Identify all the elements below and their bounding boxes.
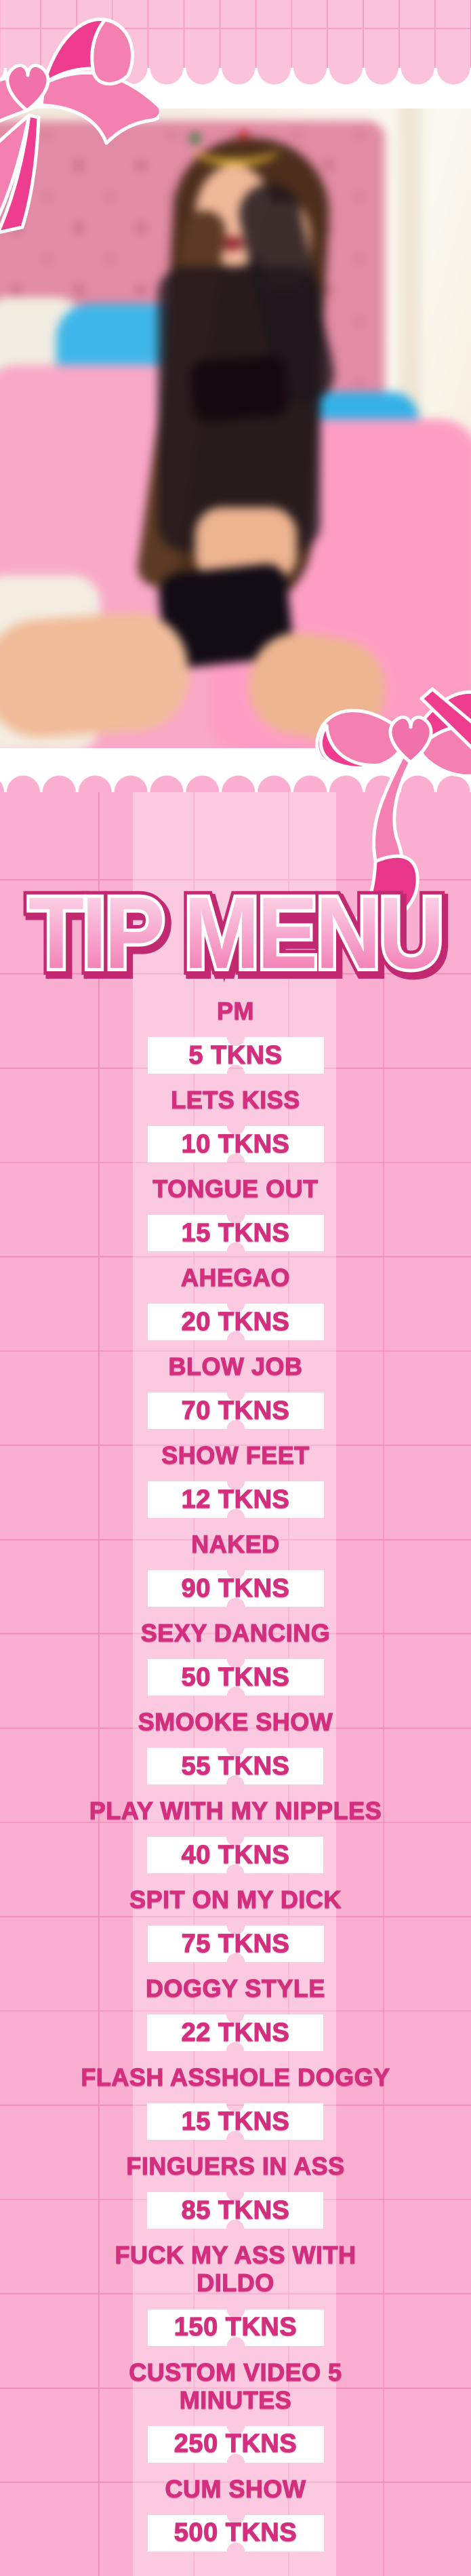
tip-menu-list: PM 5 TKNS LETS KISS 10 TKNS TONGUE OUT 15 TKN… xyxy=(0,996,471,2552)
tip-menu-row: SHOW FEET 12 TKNS xyxy=(147,1441,324,1519)
tip-menu-row: TONGUE OUT 15 TKNS xyxy=(147,1174,324,1252)
price-tag: 90 TKNS xyxy=(147,1570,324,1607)
tip-item-label: SEXY DANCING xyxy=(140,1619,331,1647)
price-tag: 20 TKNS xyxy=(147,1304,324,1341)
tip-menu-row: LETS KISS 10 TKNS xyxy=(147,1085,324,1163)
tip-item-label: FINGUERS IN ASS xyxy=(126,2152,345,2181)
price-label: 150 TKNS xyxy=(173,2312,298,2341)
title-shadow: TIP MENU xyxy=(31,879,445,986)
tip-item-label: AHEGAO xyxy=(180,1263,290,1292)
price-tag: 75 TKNS xyxy=(147,1926,324,1963)
price-tag: 15 TKNS xyxy=(147,2103,324,2141)
tip-item-label: SHOW FEET xyxy=(161,1441,310,1470)
price-label: 500 TKNS xyxy=(173,2518,298,2548)
model-photo xyxy=(0,109,471,748)
tip-menu-row: CUM SHOW 500 TKNS xyxy=(147,2474,324,2552)
tip-menu-row: FLASH ASSHOLE DOGGY 15 TKNS xyxy=(81,2063,390,2141)
tip-item-label: FUCK MY ASS WITH DILDO xyxy=(115,2241,356,2297)
tip-menu-row: SMOOKE SHOW 55 TKNS xyxy=(138,1708,333,1785)
menu-scallop-edge xyxy=(0,775,471,792)
tip-menu-row: PM 5 TKNS xyxy=(147,996,324,1074)
tip-menu-row: SPIT ON MY DICK 75 TKNS xyxy=(129,1886,342,1963)
price-label: 5 TKNS xyxy=(188,1040,283,1070)
price-tag: 5 TKNS xyxy=(147,1037,324,1074)
price-tag: 40 TKNS xyxy=(147,1837,324,1874)
price-label: 50 TKNS xyxy=(181,1662,290,1692)
price-label: 250 TKNS xyxy=(173,2429,298,2459)
top-grid-band xyxy=(0,0,471,68)
price-tag: 500 TKNS xyxy=(147,2514,324,2552)
model-photo-scene xyxy=(0,109,471,748)
tip-menu-row: FUCK MY ASS WITH DILDO 150 TKNS xyxy=(73,2241,398,2346)
price-label: 70 TKNS xyxy=(181,1396,290,1425)
tip-item-label: SMOOKE SHOW xyxy=(138,1708,333,1736)
price-tag: 70 TKNS xyxy=(147,1392,324,1430)
tip-item-label: NAKED xyxy=(191,1530,280,1559)
price-label: 15 TKNS xyxy=(181,1218,290,1247)
price-tag: 50 TKNS xyxy=(147,1659,324,1696)
price-label: 90 TKNS xyxy=(181,1574,290,1603)
tip-menu-row: FINGUERS IN ASS 85 TKNS xyxy=(126,2152,345,2229)
tip-menu-row: CUSTOM VIDEO 5 MINUTES 250 TKNS xyxy=(73,2358,398,2463)
price-tag: 12 TKNS xyxy=(147,1481,324,1519)
tip-item-label: PLAY WITH MY NIPPLES xyxy=(89,1797,382,1825)
price-tag: 10 TKNS xyxy=(147,1126,324,1163)
price-tag: 55 TKNS xyxy=(147,1748,324,1785)
price-label: 55 TKNS xyxy=(181,1751,290,1780)
price-tag: 22 TKNS xyxy=(147,2014,324,2052)
tip-item-label: FLASH ASSHOLE DOGGY xyxy=(81,2063,390,2092)
page-title: TIP MENU TIP MENU TIP MENU xyxy=(17,879,454,986)
price-label: 15 TKNS xyxy=(181,2107,290,2136)
tip-item-label: LETS KISS xyxy=(171,1085,300,1114)
tip-item-label: TONGUE OUT xyxy=(152,1174,319,1203)
top-scallop-edge xyxy=(0,68,471,85)
price-label: 20 TKNS xyxy=(181,1307,290,1336)
tip-item-label: BLOW JOB xyxy=(168,1352,303,1381)
title-text: TIP MENU xyxy=(28,879,442,986)
tip-menu-row: SEXY DANCING 50 TKNS xyxy=(140,1619,331,1696)
price-label: 85 TKNS xyxy=(181,2196,290,2225)
price-label: 75 TKNS xyxy=(181,1929,290,1958)
title-outline: TIP MENU xyxy=(28,879,442,986)
price-label: 10 TKNS xyxy=(181,1129,290,1158)
price-tag: 15 TKNS xyxy=(147,1215,324,1252)
price-label: 22 TKNS xyxy=(181,2018,290,2047)
tip-item-label: CUM SHOW xyxy=(165,2474,306,2503)
tip-menu-row: AHEGAO 20 TKNS xyxy=(147,1263,324,1341)
tip-item-label: SPIT ON MY DICK xyxy=(129,1886,342,1914)
tip-menu-row: DOGGY STYLE 22 TKNS xyxy=(145,1974,325,2052)
tip-item-label: DOGGY STYLE xyxy=(145,1974,325,2003)
tip-item-label: CUSTOM VIDEO 5 MINUTES xyxy=(129,2358,342,2414)
price-tag: 250 TKNS xyxy=(147,2425,324,2463)
price-label: 40 TKNS xyxy=(181,1840,290,1869)
price-tag: 85 TKNS xyxy=(147,2192,324,2229)
tip-item-label: PM xyxy=(216,996,254,1025)
tip-menu-row: NAKED 90 TKNS xyxy=(147,1530,324,1607)
tip-menu-row: BLOW JOB 70 TKNS xyxy=(147,1352,324,1430)
price-tag: 150 TKNS xyxy=(147,2309,324,2346)
tip-menu-row: PLAY WITH MY NIPPLES 40 TKNS xyxy=(89,1797,382,1874)
price-label: 12 TKNS xyxy=(181,1485,290,1514)
